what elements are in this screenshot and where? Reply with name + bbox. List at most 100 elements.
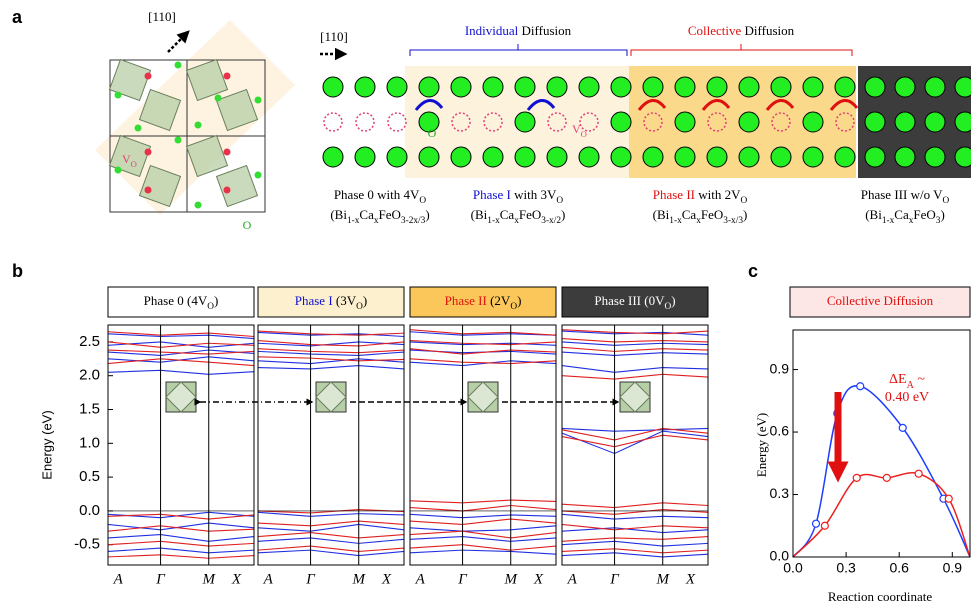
text-segment: Ca	[359, 207, 374, 222]
band-line	[562, 514, 708, 519]
text-segment: Phase I	[473, 187, 511, 202]
band-line	[410, 531, 556, 538]
atom	[547, 77, 567, 97]
k-label: M	[201, 571, 216, 587]
band-line	[108, 370, 254, 374]
text-segment: )	[214, 293, 218, 308]
panel-label: c	[748, 261, 758, 281]
text-segment: Phase 0 with 4V	[334, 187, 420, 202]
atom	[955, 112, 971, 132]
fe-atom	[224, 73, 231, 80]
atom	[925, 77, 945, 97]
fe-atom	[145, 187, 152, 194]
text-segment: 0.40 eV	[885, 390, 929, 405]
o-atom	[175, 137, 182, 144]
k-label: A	[567, 571, 578, 587]
text-segment: O	[581, 129, 587, 139]
text-segment: ~	[914, 372, 926, 387]
atom	[739, 77, 759, 97]
x-axis-label: Reaction coordinate	[828, 589, 933, 604]
plot-frame	[562, 325, 708, 565]
o-atom	[115, 167, 122, 174]
data-point	[821, 522, 828, 529]
atom	[451, 147, 471, 167]
band-plot	[108, 332, 254, 558]
text-segment: Phase I	[295, 293, 333, 308]
text-segment: V	[122, 152, 131, 166]
text-segment: O	[419, 196, 426, 206]
atom	[611, 112, 631, 132]
y-tick-label: 2.5	[79, 333, 100, 350]
text-segment: (Bi	[653, 207, 670, 222]
text-segment: )	[363, 293, 367, 308]
text-segment: )	[940, 207, 944, 222]
band-line	[258, 512, 404, 516]
text-segment: Ca	[682, 207, 697, 222]
text-segment: Individual	[465, 23, 519, 38]
band-line	[562, 553, 708, 557]
atom	[925, 112, 945, 132]
text-segment: 3-x/3	[723, 216, 743, 226]
atom	[675, 147, 695, 167]
text-segment: Phase 0 (4V	[144, 293, 208, 308]
band-line	[562, 342, 708, 345]
atom	[771, 77, 791, 97]
atom	[675, 112, 695, 132]
band-line	[562, 435, 708, 446]
text-segment: Diffusion	[518, 23, 571, 38]
atom	[419, 147, 439, 167]
text-segment: )	[671, 293, 675, 308]
series-line	[793, 473, 970, 557]
k-label: X	[685, 571, 696, 587]
k-label: Γ	[155, 571, 166, 587]
k-label: Γ	[305, 571, 316, 587]
text-segment: (2V	[487, 293, 511, 308]
atom	[323, 147, 343, 167]
octahedron	[216, 165, 257, 206]
text-segment: (Bi	[471, 207, 488, 222]
o-atom	[115, 92, 122, 99]
k-label: X	[231, 571, 242, 587]
atom	[865, 147, 885, 167]
band-line	[562, 510, 708, 515]
text-segment: FeO	[913, 207, 935, 222]
atom	[483, 77, 503, 97]
text-segment: 3-x/2	[541, 216, 561, 226]
band-line	[410, 550, 556, 554]
o-atom	[255, 172, 262, 179]
text-segment: 1-x	[669, 216, 682, 226]
text-segment: Diffusion	[741, 23, 794, 38]
text-segment: Phase II	[445, 293, 487, 308]
atom	[895, 77, 915, 97]
vacancy	[356, 113, 374, 131]
atom	[835, 147, 855, 167]
atom	[803, 77, 823, 97]
band-line	[410, 545, 556, 550]
k-label: M	[655, 571, 670, 587]
band-line	[258, 546, 404, 551]
band-line	[562, 503, 708, 508]
band-line	[258, 533, 404, 538]
y-tick-label: 0.9	[770, 360, 790, 376]
data-point	[915, 470, 922, 477]
text-segment: 1-x	[487, 216, 500, 226]
band-line	[562, 524, 708, 529]
text-segment: Collective	[688, 23, 742, 38]
band-line	[562, 537, 708, 542]
atom	[611, 77, 631, 97]
phase-name: Phase II with 2VO	[653, 187, 748, 206]
band-line	[562, 549, 708, 553]
y-tick-label: 0.6	[770, 423, 790, 439]
atom	[515, 147, 535, 167]
figure: aVOO[110][110]Individual DiffusionCollec…	[0, 0, 971, 606]
atom	[579, 77, 599, 97]
band-line	[410, 359, 556, 364]
band-line	[562, 541, 708, 546]
text-segment: with 3V	[511, 187, 557, 202]
panel-label: a	[12, 7, 23, 27]
atom	[955, 147, 971, 167]
y-tick-label: 1.0	[79, 434, 100, 451]
data-point	[899, 424, 906, 431]
text-segment: )	[517, 293, 521, 308]
oxygen-label: O	[428, 126, 437, 140]
